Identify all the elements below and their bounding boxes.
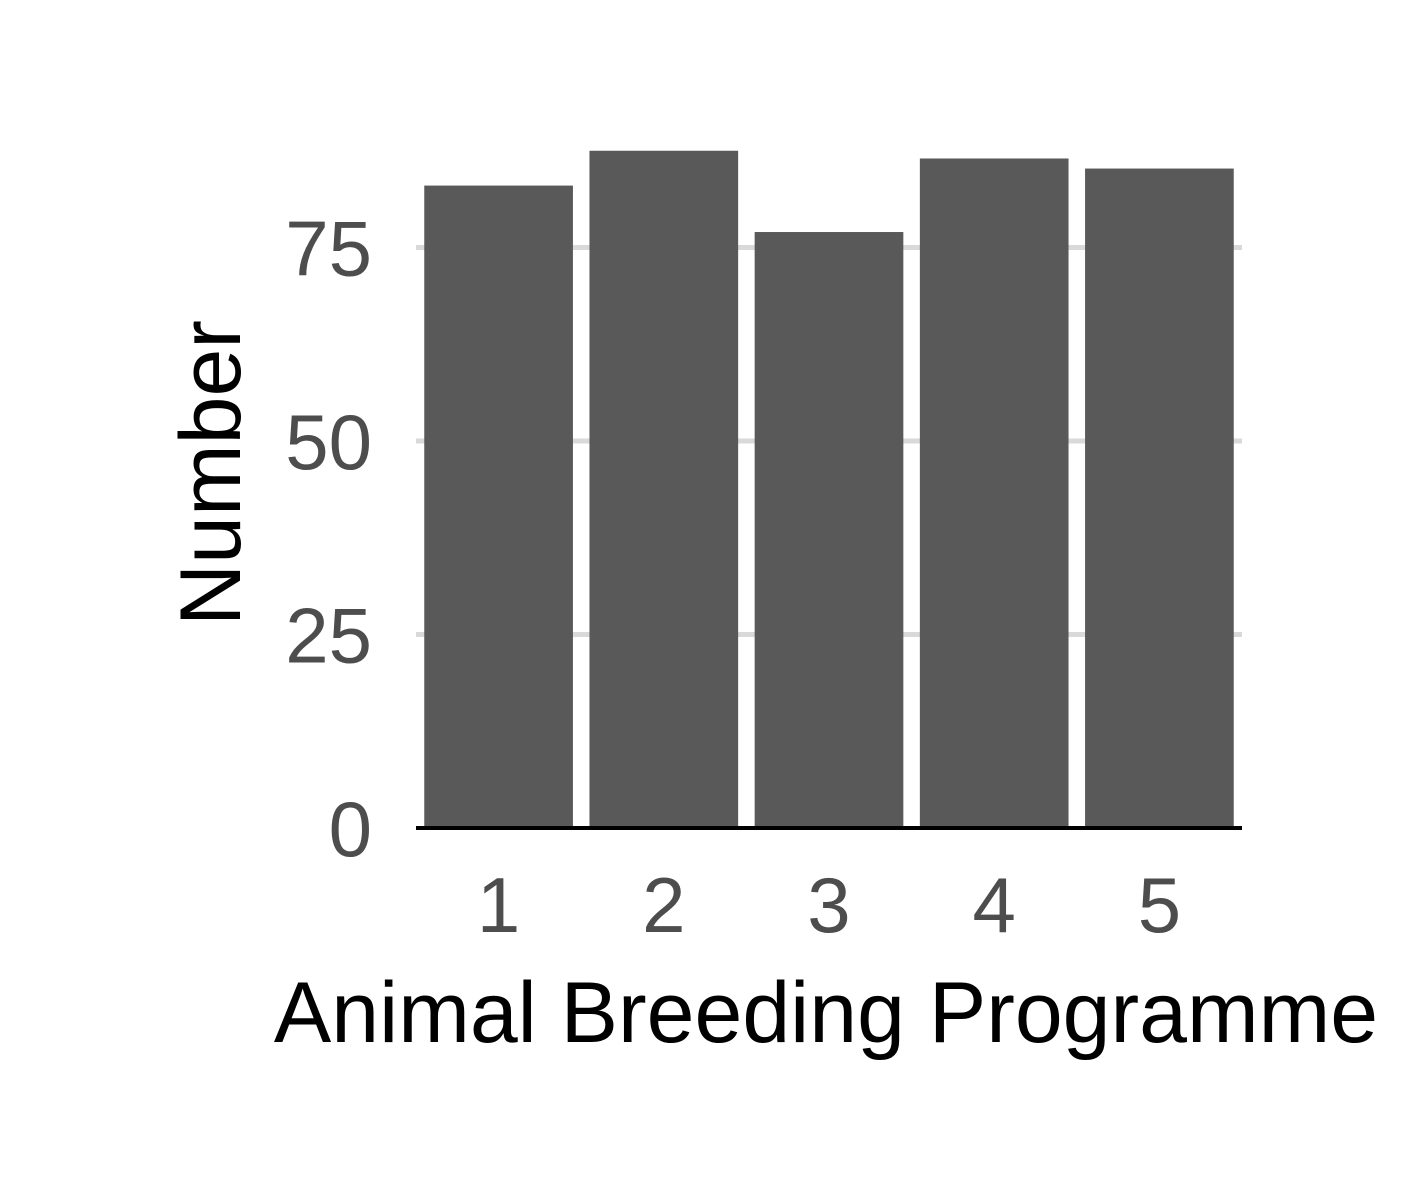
x-tick-label-5: 5: [1138, 861, 1181, 949]
y-axis-title: Number: [163, 320, 259, 626]
y-tick-label-25: 25: [285, 592, 372, 680]
y-tick-label-0: 0: [329, 785, 372, 873]
bar-3: [754, 232, 904, 828]
bars: [424, 150, 1234, 829]
bar-2: [589, 150, 739, 828]
y-tick-label-50: 50: [285, 398, 372, 486]
x-axis-title: Animal Breeding Programme: [274, 965, 1378, 1061]
x-tick-label-2: 2: [642, 861, 685, 949]
bar-5: [1085, 168, 1234, 828]
x-tick-labels: 1 2 3 4 5: [477, 861, 1181, 949]
x-tick-label-4: 4: [973, 861, 1016, 949]
x-tick-label-1: 1: [477, 861, 520, 949]
bar-1: [424, 185, 573, 828]
bar-4: [919, 158, 1069, 829]
y-tick-label-75: 75: [285, 205, 372, 293]
y-tick-labels: 0 25 50 75: [285, 205, 372, 874]
x-tick-label-3: 3: [807, 861, 850, 949]
